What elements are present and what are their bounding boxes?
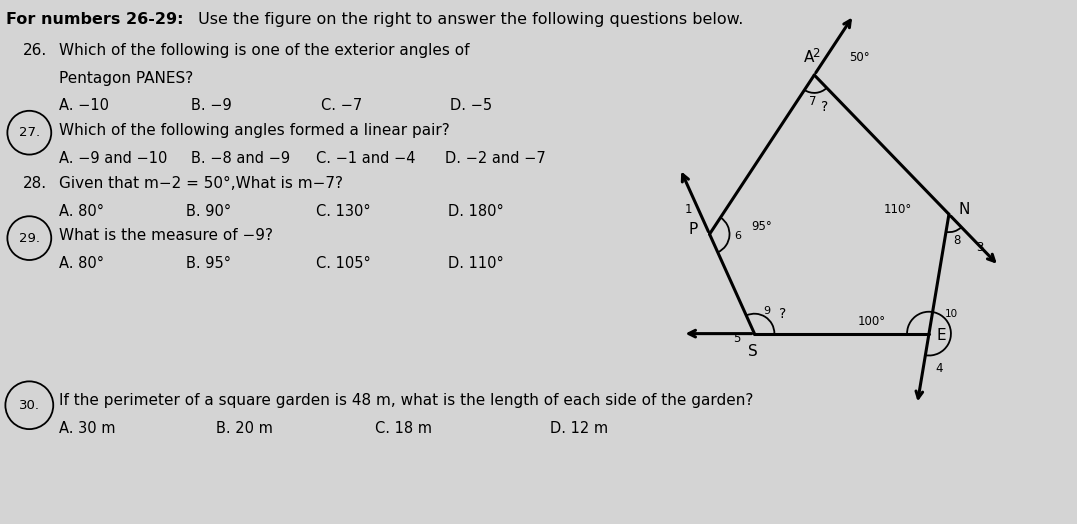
Text: A. −9 and −10: A. −9 and −10 <box>59 150 168 166</box>
Text: C. 105°: C. 105° <box>316 256 370 271</box>
Text: 4: 4 <box>935 362 942 375</box>
Text: 3: 3 <box>976 241 983 254</box>
Text: 9: 9 <box>763 306 770 316</box>
Text: 27.: 27. <box>18 126 40 139</box>
Text: 5: 5 <box>732 332 740 345</box>
Text: 10: 10 <box>946 309 959 319</box>
Text: 30.: 30. <box>18 399 40 412</box>
Text: E: E <box>937 328 947 343</box>
Text: C. 130°: C. 130° <box>316 204 370 220</box>
Text: S: S <box>747 344 757 358</box>
Text: 100°: 100° <box>857 315 885 328</box>
Text: D. 110°: D. 110° <box>448 256 504 271</box>
Text: A. 80°: A. 80° <box>59 256 104 271</box>
Text: For numbers 26-29:: For numbers 26-29: <box>6 13 184 27</box>
Text: B. −9: B. −9 <box>191 98 232 113</box>
Text: N: N <box>959 202 970 217</box>
Text: B. 90°: B. 90° <box>186 204 232 220</box>
Text: 1: 1 <box>685 203 693 216</box>
Text: 6: 6 <box>733 231 741 242</box>
Text: Use the figure on the right to answer the following questions below.: Use the figure on the right to answer th… <box>193 13 743 27</box>
Text: D. −2 and −7: D. −2 and −7 <box>445 150 546 166</box>
Text: 29.: 29. <box>18 232 40 245</box>
Text: Which of the following is one of the exterior angles of: Which of the following is one of the ext… <box>59 43 470 58</box>
Text: C. −1 and −4: C. −1 and −4 <box>316 150 415 166</box>
Text: A. 30 m: A. 30 m <box>59 421 115 436</box>
Text: Given that m−2 = 50°,What is m−7?: Given that m−2 = 50°,What is m−7? <box>59 177 344 191</box>
Text: Pentagon PANES?: Pentagon PANES? <box>59 71 194 86</box>
Text: A. 80°: A. 80° <box>59 204 104 220</box>
Text: B. 20 m: B. 20 m <box>215 421 272 436</box>
Text: Which of the following angles formed a linear pair?: Which of the following angles formed a l… <box>59 123 450 138</box>
Text: A: A <box>805 50 814 65</box>
Text: C. −7: C. −7 <box>321 98 362 113</box>
Text: What is the measure of −9?: What is the measure of −9? <box>59 228 274 243</box>
Text: 8: 8 <box>953 234 961 247</box>
Text: B. 95°: B. 95° <box>186 256 230 271</box>
Text: If the perimeter of a square garden is 48 m, what is the length of each side of : If the perimeter of a square garden is 4… <box>59 394 754 408</box>
Text: P: P <box>688 222 698 237</box>
Text: C. 18 m: C. 18 m <box>376 421 433 436</box>
Text: 95°: 95° <box>752 220 772 233</box>
Text: 26.: 26. <box>24 43 47 58</box>
Text: ?: ? <box>779 307 786 321</box>
Text: 110°: 110° <box>884 203 912 216</box>
Text: ?: ? <box>821 100 828 114</box>
Text: B. −8 and −9: B. −8 and −9 <box>191 150 290 166</box>
Text: D. 180°: D. 180° <box>448 204 504 220</box>
Text: 28.: 28. <box>24 177 47 191</box>
Text: D. 12 m: D. 12 m <box>550 421 609 436</box>
Text: A. −10: A. −10 <box>59 98 109 113</box>
Text: D. −5: D. −5 <box>450 98 492 113</box>
Text: 50°: 50° <box>849 51 870 63</box>
Text: 2: 2 <box>812 47 820 60</box>
Text: 7: 7 <box>809 95 816 108</box>
